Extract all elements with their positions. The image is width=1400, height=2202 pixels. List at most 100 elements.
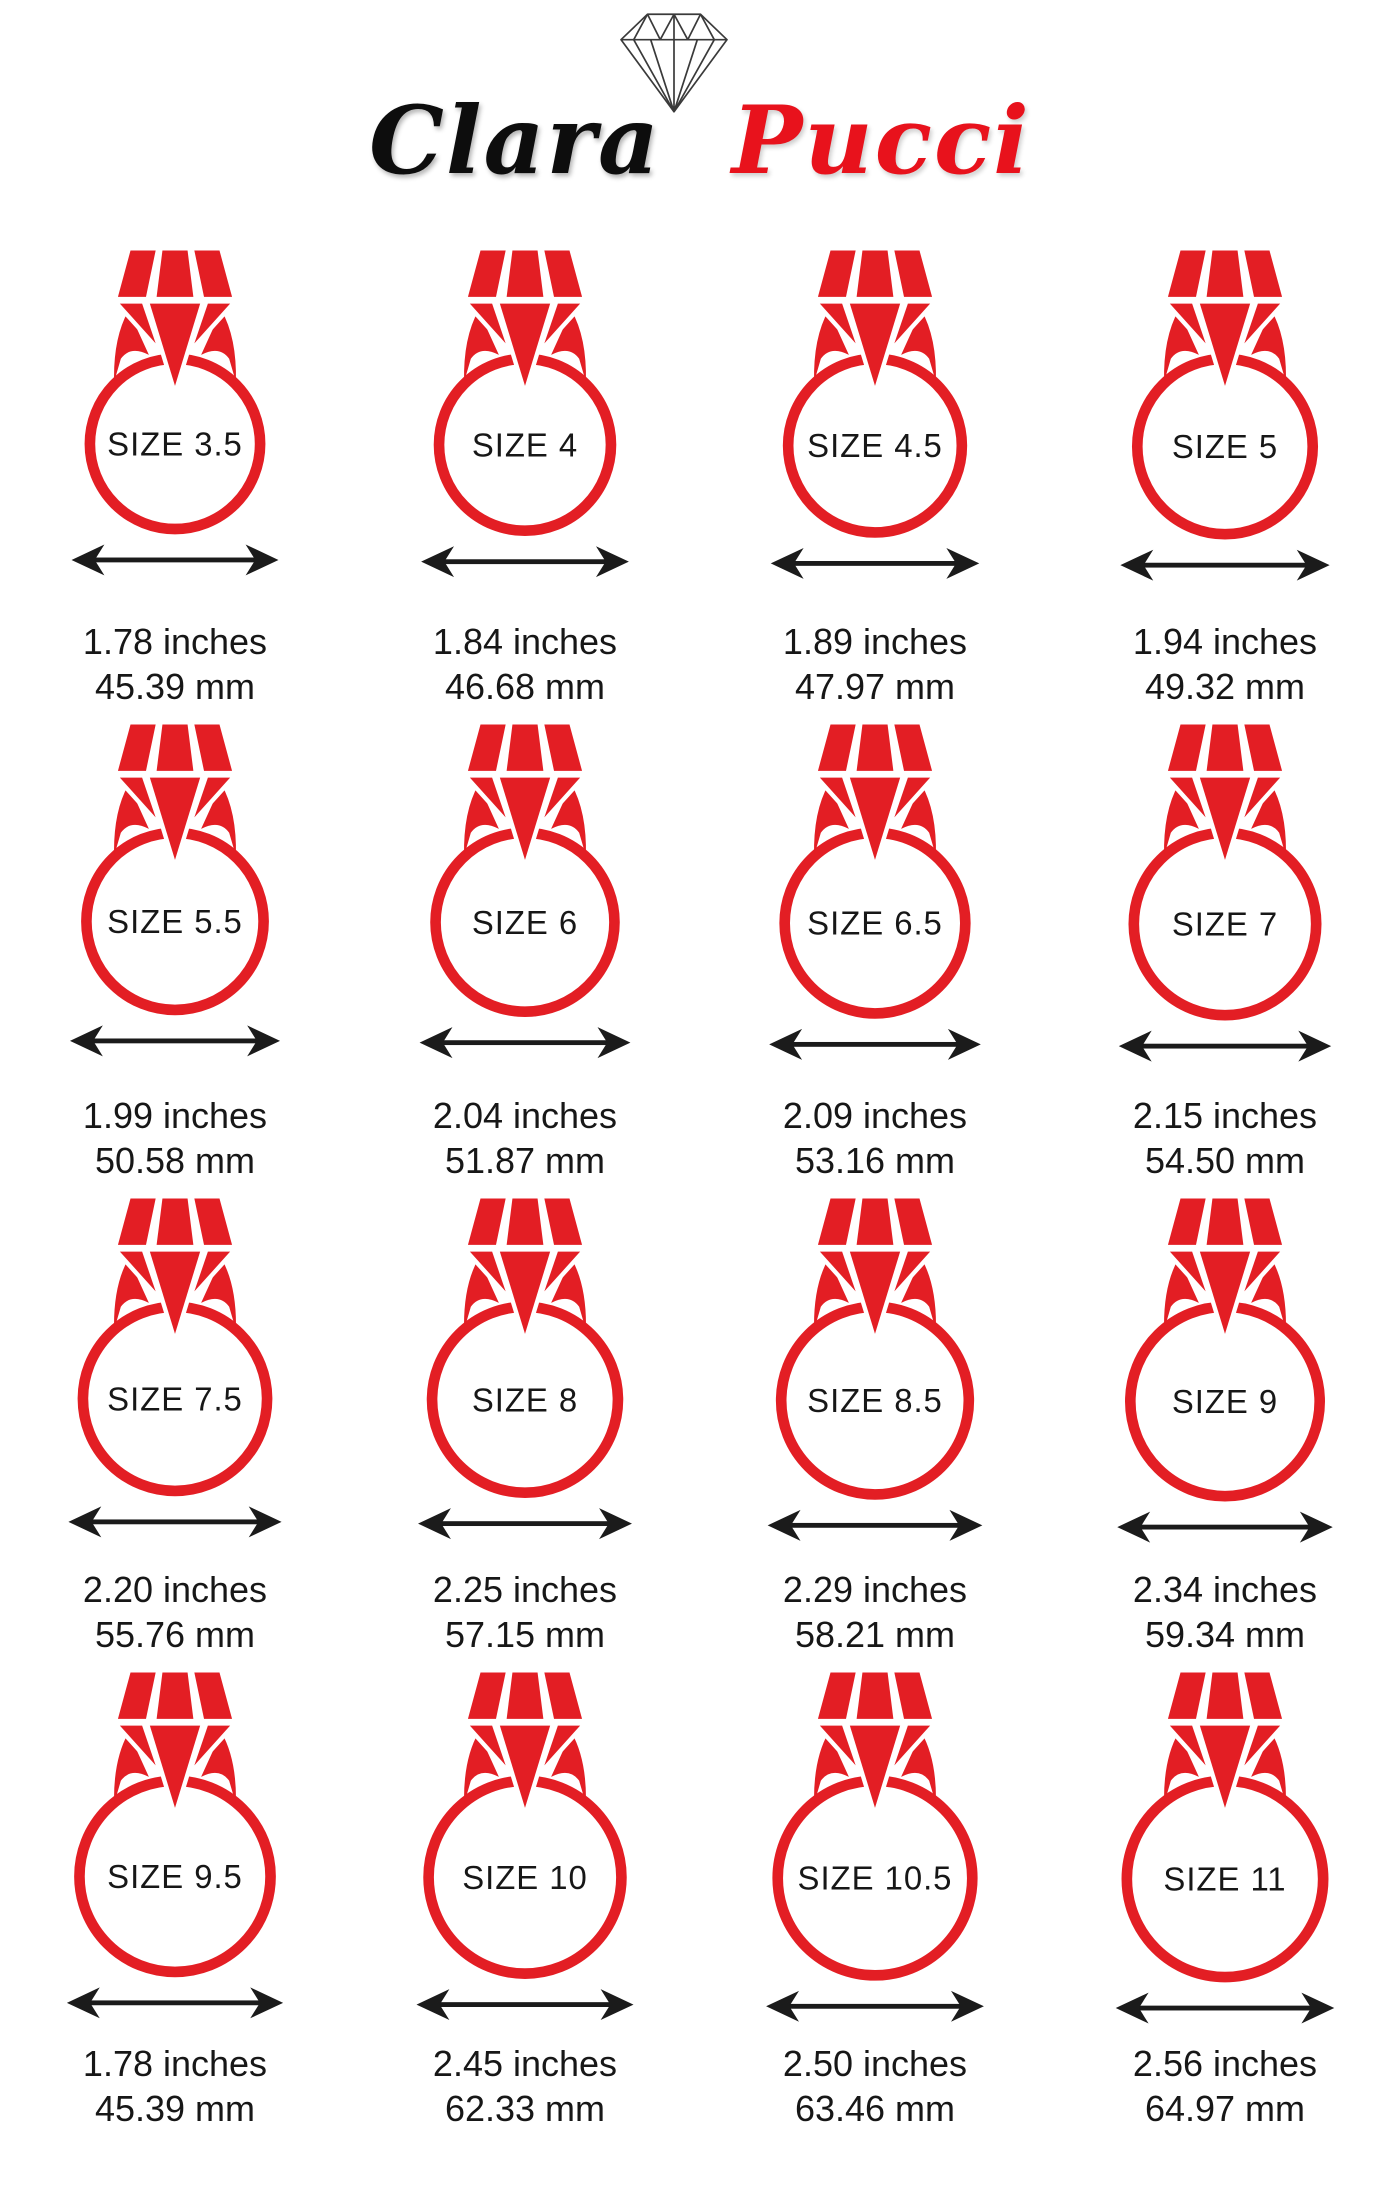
diamond-gem-icon bbox=[467, 724, 583, 860]
ring-size-item: SIZE 4 1.84 inches 46.68 mm bbox=[350, 235, 700, 709]
brand-name-first: Clara bbox=[369, 86, 661, 196]
ring-size-item: SIZE 6 2.04 inches 51.87 mm bbox=[350, 709, 700, 1183]
diameter-arrow-icon bbox=[416, 1989, 634, 2021]
ring-size-item: SIZE 11 2.56 inches 64.97 mm bbox=[1050, 1657, 1400, 2131]
ring-size-label: SIZE 7.5 bbox=[107, 1380, 243, 1417]
diameter-arrow-icon bbox=[766, 1990, 984, 2022]
diameter-mm: 63.46 mm bbox=[794, 2088, 956, 2129]
ring-prong bbox=[1164, 310, 1199, 382]
ring-prong bbox=[901, 1258, 936, 1330]
diameter-mm: 53.16 mm bbox=[794, 1140, 956, 1181]
diameter-arrow-icon bbox=[1120, 549, 1330, 581]
diameter-mm: 59.34 mm bbox=[1144, 1614, 1306, 1655]
ring-size-label: SIZE 10 bbox=[462, 1859, 588, 1896]
ring-size-item: SIZE 8 2.25 inches 57.15 mm bbox=[350, 1183, 700, 1657]
ring-prong bbox=[901, 310, 936, 382]
ring-prong bbox=[201, 784, 236, 856]
diameter-mm: 50.58 mm bbox=[94, 1140, 256, 1181]
diamond-gem-icon bbox=[817, 1198, 933, 1334]
ring-prong bbox=[1251, 310, 1286, 382]
ring-prong bbox=[114, 1732, 149, 1804]
ring-icon: SIZE 8 bbox=[418, 1194, 632, 1540]
diameter-mm: 64.97 mm bbox=[1144, 2088, 1306, 2129]
ring-prong bbox=[201, 310, 236, 382]
diameter-inches: 2.25 inches bbox=[432, 1569, 618, 1610]
brand-name: Clara Pucci bbox=[0, 0, 1400, 196]
ring-icon: SIZE 6 bbox=[419, 720, 631, 1059]
ring-size-label: SIZE 8.5 bbox=[807, 1382, 943, 1419]
ring-prong bbox=[1164, 1732, 1199, 1804]
diamond-gem-icon bbox=[1167, 724, 1283, 860]
diameter-mm: 51.87 mm bbox=[444, 1140, 606, 1181]
ring-prong bbox=[1251, 1732, 1286, 1804]
ring-prong bbox=[464, 310, 499, 382]
diamond-gem-icon bbox=[117, 1672, 233, 1808]
ring-icon: SIZE 4.5 bbox=[770, 246, 980, 579]
diameter-mm: 58.21 mm bbox=[794, 1614, 956, 1655]
diameter-mm: 45.39 mm bbox=[94, 666, 256, 707]
ring-prong bbox=[1251, 1258, 1286, 1330]
ring-size-item: SIZE 9 2.34 inches 59.34 mm bbox=[1050, 1183, 1400, 1657]
diamond-gem-icon bbox=[1167, 1672, 1283, 1808]
diameter-mm: 47.97 mm bbox=[794, 666, 956, 707]
diameter-arrow-icon bbox=[1117, 1511, 1333, 1543]
ring-size-label: SIZE 6.5 bbox=[807, 905, 943, 942]
ring-size-label: SIZE 9.5 bbox=[107, 1858, 243, 1895]
diameter-mm: 45.39 mm bbox=[94, 2088, 256, 2129]
ring-size-label: SIZE 7 bbox=[1172, 906, 1278, 943]
ring-size-item: SIZE 3.5 1.78 inches 45.39 mm bbox=[0, 235, 350, 709]
diameter-inches: 2.56 inches bbox=[1132, 2043, 1318, 2084]
diameter-arrow-icon bbox=[1115, 1992, 1335, 2024]
diamond-gem-icon bbox=[117, 250, 233, 386]
diamond-gem-icon bbox=[117, 1198, 233, 1334]
diamond-gem-icon bbox=[467, 1198, 583, 1334]
diameter-inches: 1.78 inches bbox=[82, 2043, 268, 2084]
ring-icon: SIZE 10.5 bbox=[766, 1668, 984, 2022]
diameter-inches: 2.15 inches bbox=[1132, 1095, 1318, 1136]
ring-prong bbox=[551, 310, 586, 382]
diameter-inches: 2.50 inches bbox=[782, 2043, 968, 2084]
ring-size-item: SIZE 6.5 2.09 inches 53.16 mm bbox=[700, 709, 1050, 1183]
diameter-inches: 1.89 inches bbox=[782, 621, 968, 662]
ring-prong bbox=[551, 784, 586, 856]
diameter-mm: 62.33 mm bbox=[444, 2088, 606, 2129]
ring-icon: SIZE 9 bbox=[1117, 1194, 1333, 1543]
ring-size-grid: SIZE 3.5 1.78 inches 45.39 mm SIZE 4 1.84 in… bbox=[0, 235, 1400, 2131]
ring-size-item: SIZE 10.5 2.50 inches 63.46 mm bbox=[700, 1657, 1050, 2131]
ring-size-label: SIZE 9 bbox=[1172, 1383, 1278, 1420]
diamond-gem-icon bbox=[1167, 1198, 1283, 1334]
diameter-arrow-icon bbox=[68, 1506, 282, 1538]
ring-prong bbox=[201, 1258, 236, 1330]
ring-icon: SIZE 8.5 bbox=[767, 1194, 983, 1541]
diameter-inches: 1.99 inches bbox=[82, 1095, 268, 1136]
ring-icon: SIZE 4 bbox=[421, 246, 629, 578]
brand-name-second: Pucci bbox=[731, 86, 1031, 196]
ring-icon: SIZE 3.5 bbox=[71, 246, 279, 576]
diameter-arrow-icon bbox=[1118, 1030, 1332, 1062]
ring-prong bbox=[464, 1258, 499, 1330]
ring-size-label: SIZE 10.5 bbox=[798, 1860, 953, 1897]
diameter-inches: 2.29 inches bbox=[782, 1569, 968, 1610]
ring-size-item: SIZE 4.5 1.89 inches 47.97 mm bbox=[700, 235, 1050, 709]
diameter-arrow-icon bbox=[418, 1508, 632, 1540]
ring-icon: SIZE 7.5 bbox=[68, 1194, 282, 1538]
ring-size-label: SIZE 4.5 bbox=[807, 427, 943, 464]
ring-size-label: SIZE 3.5 bbox=[107, 425, 243, 462]
diameter-mm: 46.68 mm bbox=[444, 666, 606, 707]
ring-size-item: SIZE 7.5 2.20 inches 55.76 mm bbox=[0, 1183, 350, 1657]
ring-size-item: SIZE 5 1.94 inches 49.32 mm bbox=[1050, 235, 1400, 709]
ring-prong bbox=[1164, 784, 1199, 856]
ring-icon: SIZE 11 bbox=[1115, 1668, 1335, 2024]
diameter-inches: 1.78 inches bbox=[82, 621, 268, 662]
brand-logo: Clara Pucci bbox=[0, 0, 1400, 235]
diameter-mm: 54.50 mm bbox=[1144, 1140, 1306, 1181]
ring-prong bbox=[814, 310, 849, 382]
ring-size-item: SIZE 5.5 1.99 inches 50.58 mm bbox=[0, 709, 350, 1183]
ring-prong bbox=[1251, 784, 1286, 856]
diameter-inches: 2.04 inches bbox=[432, 1095, 618, 1136]
diamond-gem-icon bbox=[817, 1672, 933, 1808]
diamond-gem-icon bbox=[817, 724, 933, 860]
diameter-arrow-icon bbox=[421, 546, 629, 578]
diameter-arrow-icon bbox=[769, 1028, 981, 1060]
ring-icon: SIZE 6.5 bbox=[769, 720, 981, 1060]
